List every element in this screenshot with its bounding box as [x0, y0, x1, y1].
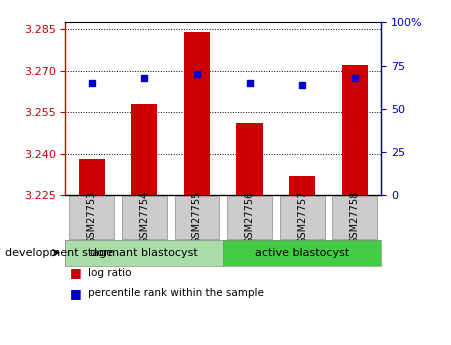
Text: ■: ■ — [70, 266, 82, 279]
Bar — [69, 196, 114, 239]
Bar — [227, 196, 272, 239]
Bar — [131, 104, 157, 195]
Point — [299, 82, 306, 87]
Text: GSM27754: GSM27754 — [139, 191, 149, 244]
Bar — [78, 159, 105, 195]
Bar — [175, 196, 219, 239]
Text: dormant blastocyst: dormant blastocyst — [91, 248, 198, 258]
Text: active blastocyst: active blastocyst — [255, 248, 349, 258]
Bar — [184, 32, 210, 195]
Text: development stage: development stage — [5, 248, 113, 258]
Text: log ratio: log ratio — [88, 268, 131, 277]
Bar — [341, 65, 368, 195]
Text: GSM27758: GSM27758 — [350, 191, 360, 244]
Bar — [332, 196, 377, 239]
Point — [88, 80, 95, 86]
Bar — [289, 176, 315, 195]
Point — [193, 71, 201, 77]
Text: ■: ■ — [70, 287, 82, 300]
Bar — [236, 123, 262, 195]
Text: GSM27756: GSM27756 — [244, 191, 254, 244]
Point — [246, 80, 253, 86]
Bar — [122, 196, 167, 239]
Text: percentile rank within the sample: percentile rank within the sample — [88, 288, 264, 298]
Point — [141, 75, 148, 80]
Text: GSM27757: GSM27757 — [297, 191, 307, 244]
Text: GSM27753: GSM27753 — [87, 191, 97, 244]
Text: GSM27755: GSM27755 — [192, 191, 202, 244]
Point — [351, 75, 359, 80]
Bar — [280, 196, 325, 239]
